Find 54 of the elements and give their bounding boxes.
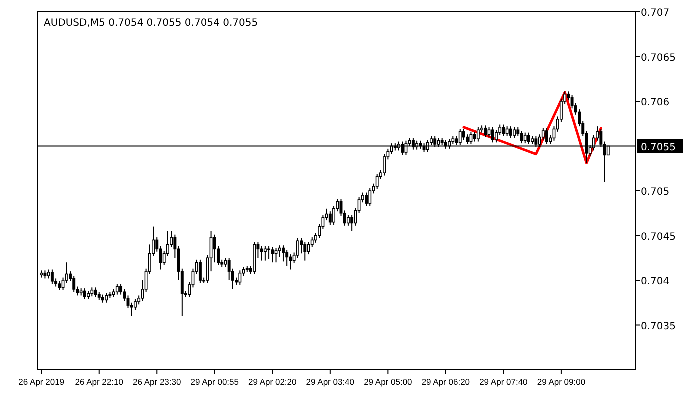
candlestick [491, 126, 494, 144]
ref-line-label: 0.7055 [641, 142, 676, 154]
candlestick [289, 254, 292, 270]
x-tick-label: 29 Apr 06:20 [422, 377, 470, 387]
candlestick [116, 284, 119, 296]
y-tick-label: 0.706 [641, 98, 670, 108]
x-tick-label: 29 Apr 03:40 [306, 377, 355, 387]
candlestick [524, 132, 527, 144]
candlestick [264, 246, 267, 262]
candlestick [502, 124, 506, 137]
x-tick-label: 29 Apr 00:55 [190, 377, 240, 387]
x-tick-label: 29 Apr 07:40 [480, 377, 528, 387]
candlestick [462, 128, 466, 140]
candlestick [83, 288, 86, 300]
x-tick-label: 29 Apr 09:00 [537, 377, 586, 387]
candlestick [50, 269, 54, 285]
candlestick [328, 211, 332, 226]
candlestick [488, 126, 491, 138]
candlestick [376, 173, 379, 190]
candlestick [513, 126, 516, 139]
x-tick-label: 26 Apr 22:10 [75, 377, 124, 387]
candlestick [198, 259, 202, 284]
x-tick-label: 26 Apr 23:30 [133, 377, 182, 387]
candlestick [286, 250, 289, 267]
candlestick [350, 214, 354, 232]
candlestick [368, 188, 372, 207]
candlestick [484, 125, 488, 138]
candlestick [271, 246, 274, 264]
y-tick-label: 0.704 [641, 276, 670, 288]
candlestick [476, 126, 480, 142]
candlestick [213, 234, 216, 264]
candlestick [238, 270, 242, 286]
y-tick-label: 0.7065 [641, 52, 676, 64]
candlestick [268, 246, 271, 260]
candlestick [72, 276, 76, 293]
candlestick [105, 292, 108, 304]
y-tick-label: 0.705 [641, 187, 670, 198]
y-tick-label: 0.7035 [641, 321, 676, 332]
x-tick-label: 29 Apr 05:00 [364, 377, 413, 387]
candlestick [304, 242, 307, 262]
y-tick-label: 0.7045 [641, 232, 676, 243]
candlestick [346, 214, 350, 226]
candlestick [506, 126, 509, 137]
x-tick-label: 29 Apr 02:20 [248, 377, 298, 387]
candlestick [365, 192, 368, 207]
candlestick [260, 246, 264, 262]
candlestick [274, 248, 278, 264]
candlestick [282, 245, 285, 262]
x-tick-label: 26 Apr 2019 [18, 377, 65, 387]
candlestick [473, 131, 476, 142]
text: AUDUSD,M5 0.7054 0.7055 0.7054 0.7055 [44, 18, 258, 29]
line-series [462, 91, 602, 165]
y-tick-label: 0.707 [641, 8, 670, 19]
candlestick [509, 126, 512, 139]
